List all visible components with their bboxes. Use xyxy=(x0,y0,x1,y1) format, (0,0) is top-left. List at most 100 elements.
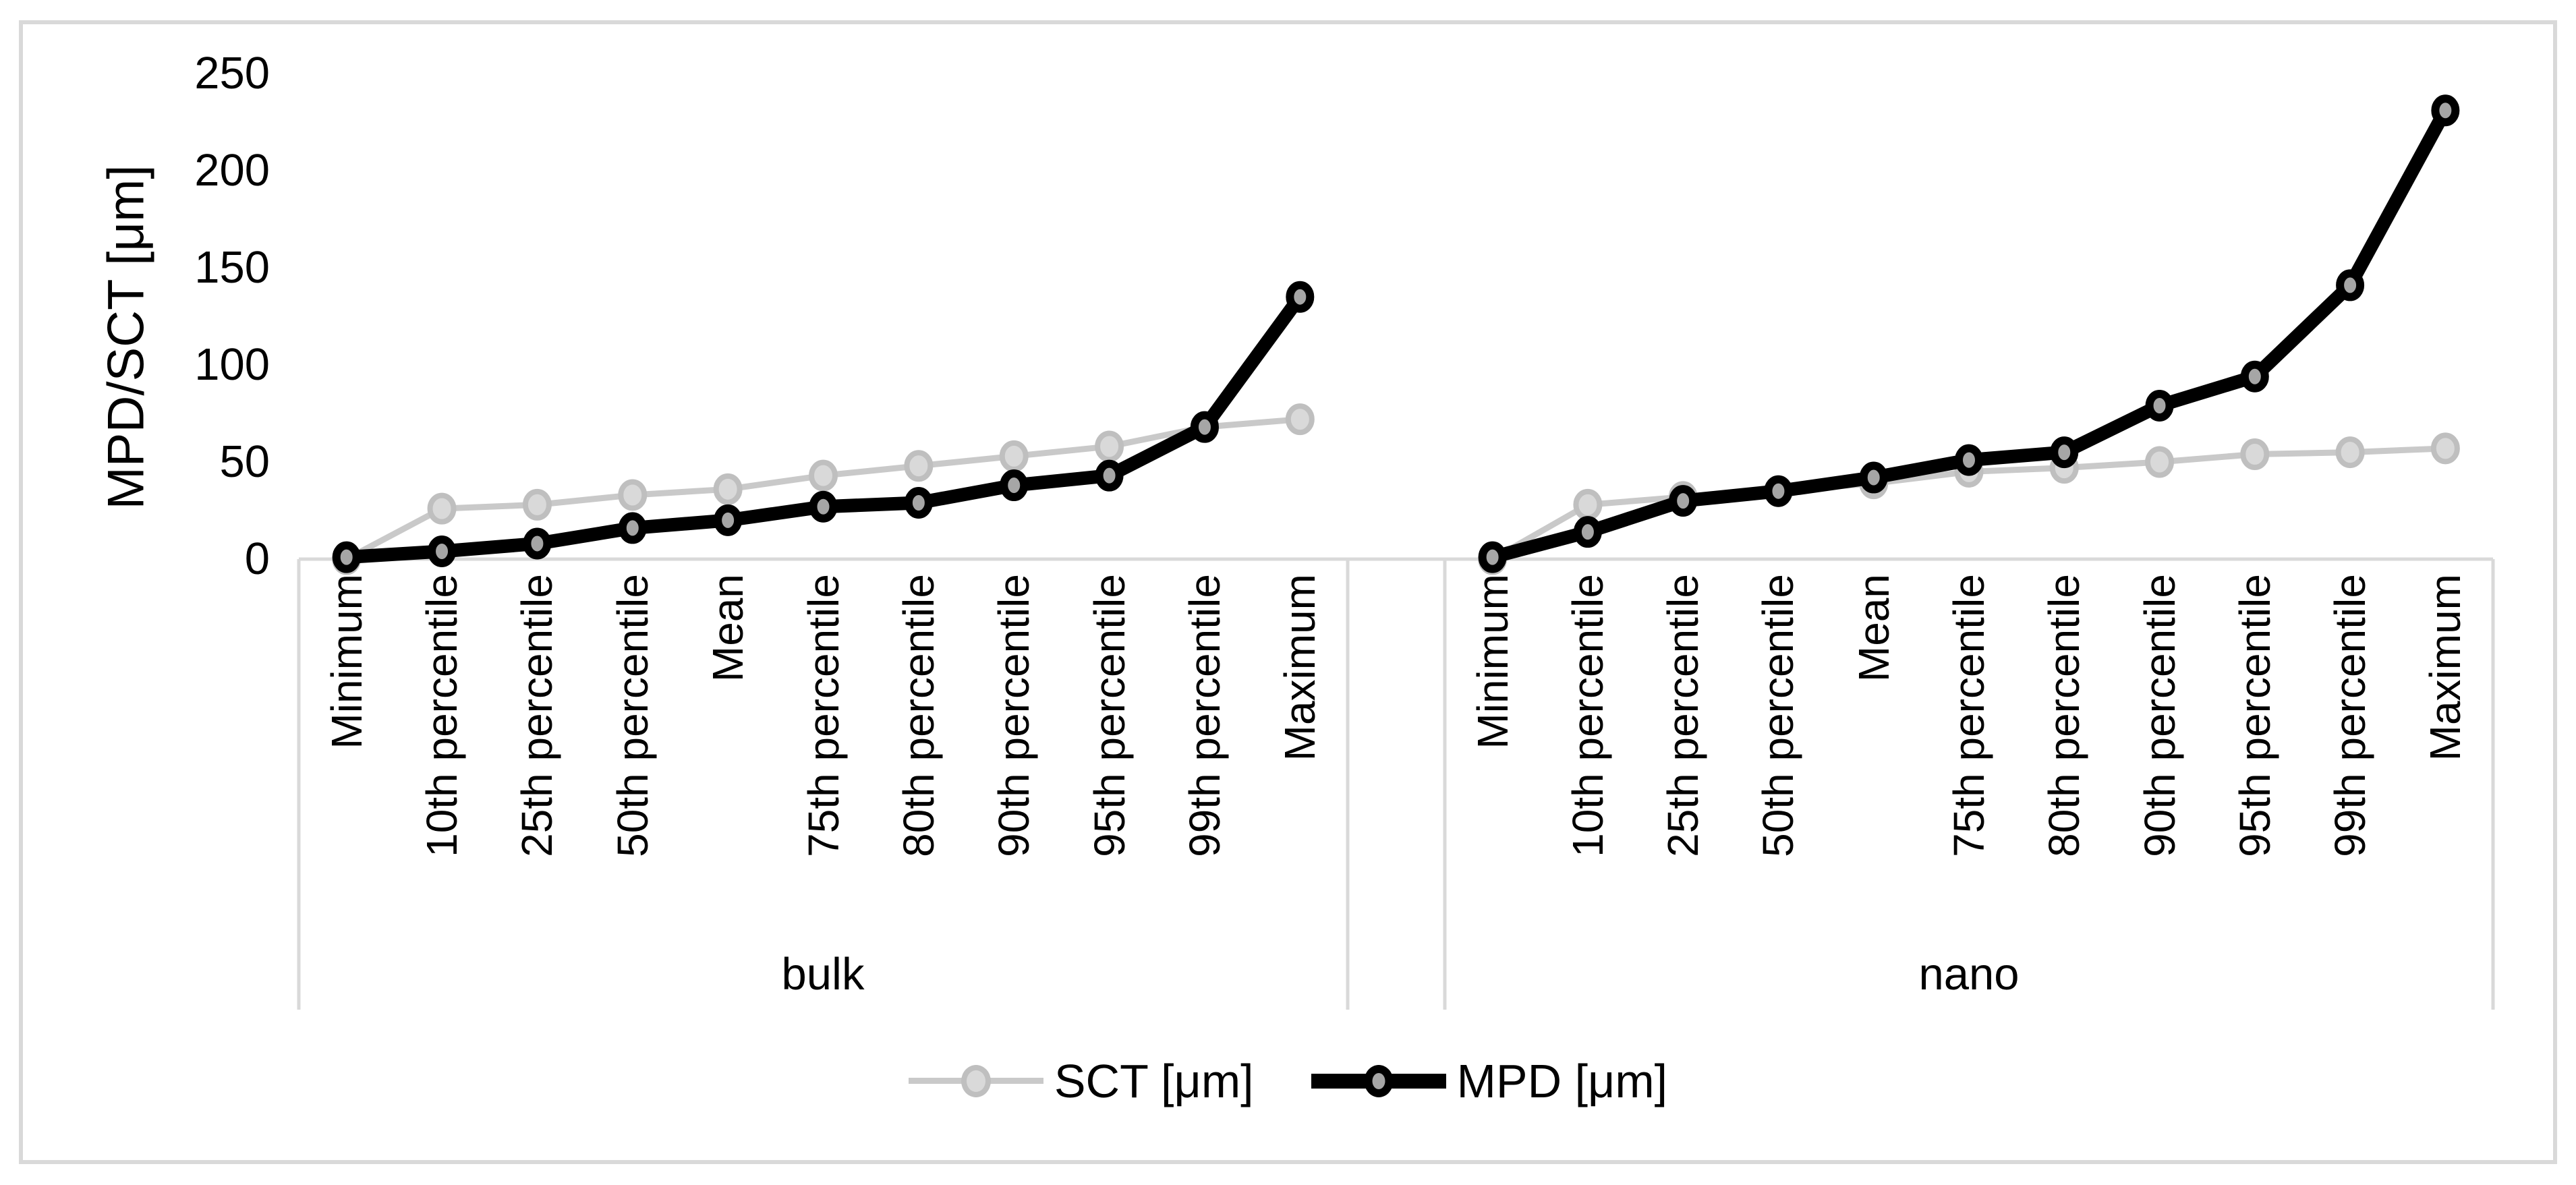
category-label-bulk-4: Mean xyxy=(691,574,765,1006)
group-label-nano: nano xyxy=(1918,949,2020,1000)
category-label-text: 50th percentile xyxy=(1754,574,1803,857)
group-label-bulk: bulk xyxy=(781,949,865,1000)
category-label-text: 10th percentile xyxy=(1563,574,1612,857)
y-tick-label-250: 250 xyxy=(194,48,270,98)
category-label-text: 90th percentile xyxy=(2135,574,2184,857)
mpd-marker-bulk-2 xyxy=(523,527,552,560)
mpd-marker-nano-2 xyxy=(1669,485,1698,517)
sct-marker-bulk-10 xyxy=(1285,403,1315,436)
category-label-text: 75th percentile xyxy=(1945,574,1993,857)
category-label-text: 25th percentile xyxy=(1659,574,1708,857)
mpd-legend-marker-icon xyxy=(1364,1064,1394,1097)
category-label-nano-4: Mean xyxy=(1837,574,1911,1006)
sct-marker-nano-1 xyxy=(1573,488,1603,521)
category-label-text: Mean xyxy=(704,574,753,683)
category-label-bulk-5: 75th percentile xyxy=(786,574,861,1006)
mpd-marker-nano-6 xyxy=(2050,436,2079,469)
category-label-bulk-1: 10th percentile xyxy=(405,574,479,1006)
y-tick-label-150: 150 xyxy=(194,242,270,293)
category-label-text: 50th percentile xyxy=(608,574,657,857)
legend-item-mpd: MPD [μm] xyxy=(1311,1047,1668,1115)
category-label-text: 95th percentile xyxy=(1085,574,1134,857)
mpd-marker-bulk-7 xyxy=(1000,469,1029,502)
category-label-nano-7: 90th percentile xyxy=(2123,574,2197,1006)
category-label-nano-10: Maximum xyxy=(2408,574,2482,1006)
mpd-marker-bulk-0 xyxy=(332,541,361,573)
category-label-text: 80th percentile xyxy=(2040,574,2089,857)
y-tick-label-50: 50 xyxy=(219,436,270,487)
category-label-text: 99th percentile xyxy=(2326,574,2375,857)
mpd-marker-nano-0 xyxy=(1478,541,1507,573)
sct-marker-nano-8 xyxy=(2240,438,2270,470)
mpd-marker-bulk-5 xyxy=(809,490,838,523)
category-label-text: Maximum xyxy=(2421,574,2470,761)
legend-label-sct: SCT [μm] xyxy=(1054,1054,1254,1107)
mpd-marker-bulk-6 xyxy=(904,486,933,519)
mpd-legend-swatch xyxy=(1311,1047,1446,1115)
sct-marker-nano-9 xyxy=(2335,436,2365,469)
mpd-marker-bulk-4 xyxy=(714,504,743,536)
category-label-text: 75th percentile xyxy=(799,574,848,857)
mpd-marker-bulk-3 xyxy=(618,512,647,544)
category-label-nano-1: 10th percentile xyxy=(1551,574,1625,1006)
category-label-text: 80th percentile xyxy=(894,574,943,857)
category-label-nano-9: 99th percentile xyxy=(2313,574,2387,1006)
legend-item-sct: SCT [μm] xyxy=(908,1047,1254,1115)
category-label-text: 99th percentile xyxy=(1180,574,1229,857)
category-label-text: Minimum xyxy=(1468,574,1517,749)
category-label-nano-0: Minimum xyxy=(1456,574,1530,1006)
category-label-text: Minimum xyxy=(322,574,371,749)
sct-marker-nano-7 xyxy=(2145,446,2175,478)
category-label-nano-5: 75th percentile xyxy=(1932,574,2006,1006)
category-label-text: 95th percentile xyxy=(2230,574,2279,857)
category-label-bulk-9: 99th percentile xyxy=(1168,574,1242,1006)
category-label-text: 10th percentile xyxy=(418,574,467,857)
mpd-marker-nano-10 xyxy=(2431,94,2460,127)
sct-marker-bulk-2 xyxy=(522,488,552,521)
category-label-bulk-7: 90th percentile xyxy=(977,574,1051,1006)
mpd-marker-nano-1 xyxy=(1573,516,1602,548)
sct-legend-swatch xyxy=(908,1047,1043,1115)
category-label-text: 25th percentile xyxy=(513,574,562,857)
mpd-marker-nano-3 xyxy=(1764,475,1793,507)
mpd-marker-nano-9 xyxy=(2336,269,2365,301)
y-tick-label-100: 100 xyxy=(194,339,270,390)
sct-marker-bulk-8 xyxy=(1095,430,1124,463)
category-label-nano-8: 95th percentile xyxy=(2218,574,2292,1006)
mpd-marker-nano-4 xyxy=(1859,461,1888,494)
legend-label-mpd: MPD [μm] xyxy=(1456,1054,1668,1107)
category-label-text: Mean xyxy=(1849,574,1898,683)
category-label-nano-6: 80th percentile xyxy=(2027,574,2101,1006)
y-tick-label-0: 0 xyxy=(244,533,270,584)
category-label-bulk-6: 80th percentile xyxy=(882,574,956,1006)
mpd-marker-nano-8 xyxy=(2240,360,2269,393)
sct-marker-bulk-7 xyxy=(999,440,1029,472)
category-label-text: 90th percentile xyxy=(990,574,1039,857)
mpd-marker-bulk-10 xyxy=(1286,281,1315,313)
sct-legend-marker-icon xyxy=(961,1064,991,1097)
category-label-bulk-2: 25th percentile xyxy=(500,574,574,1006)
category-label-bulk-8: 95th percentile xyxy=(1072,574,1147,1006)
legend: SCT [μm] MPD [μm] xyxy=(0,1042,2576,1120)
sct-marker-bulk-6 xyxy=(904,450,934,482)
mpd-marker-nano-5 xyxy=(1955,444,1983,476)
sct-marker-bulk-3 xyxy=(618,479,648,511)
sct-marker-bulk-5 xyxy=(809,459,838,492)
sct-marker-nano-10 xyxy=(2430,432,2460,465)
category-label-text: Maximum xyxy=(1276,574,1325,761)
mpd-marker-bulk-9 xyxy=(1190,411,1219,443)
y-tick-label-200: 200 xyxy=(194,145,270,196)
category-label-bulk-0: Minimum xyxy=(310,574,384,1006)
mpd-marker-bulk-1 xyxy=(428,535,457,567)
mpd-marker-nano-7 xyxy=(2145,389,2174,422)
category-label-bulk-10: Maximum xyxy=(1263,574,1337,1006)
sct-marker-bulk-1 xyxy=(427,492,457,525)
mpd-marker-bulk-8 xyxy=(1095,459,1124,492)
mpd-series-line-nano xyxy=(1491,107,2452,564)
category-label-nano-3: 50th percentile xyxy=(1741,574,1815,1006)
sct-marker-bulk-4 xyxy=(713,473,743,505)
category-label-nano-2: 25th percentile xyxy=(1646,574,1720,1006)
category-label-bulk-3: 50th percentile xyxy=(596,574,670,1006)
